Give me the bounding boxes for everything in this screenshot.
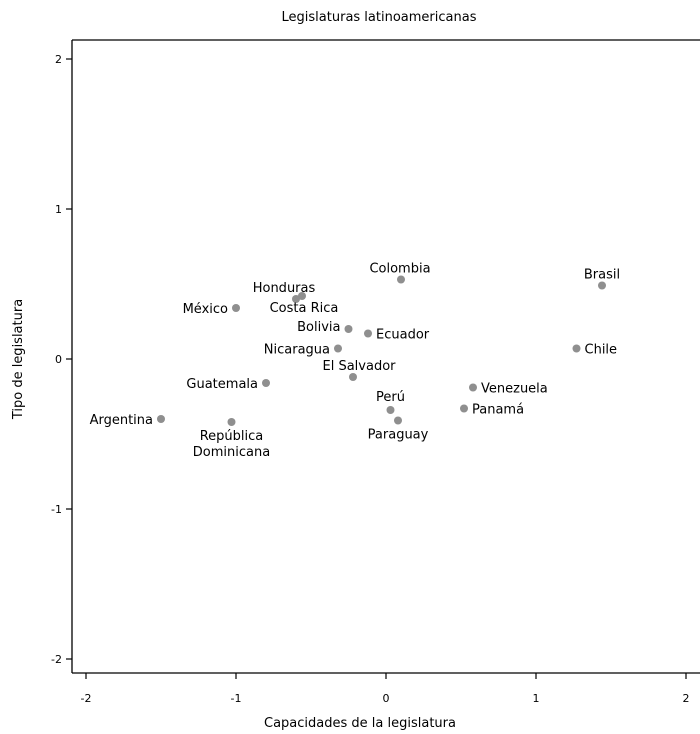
point-label: Ecuador [376,328,430,343]
point-label: Panamá [472,403,524,418]
data-point [349,373,357,381]
x-tick-label: -1 [231,692,242,705]
data-point [460,404,468,413]
x-tick-label: 1 [533,692,540,705]
point-label: El Salvador [323,359,397,374]
point-label: Colombia [369,262,430,277]
data-point [227,418,236,426]
data-point [298,292,306,300]
x-tick-label: -2 [81,692,92,705]
point-labels: Argentina República Dominicana México Guatem… [90,262,621,461]
point-label: Nicaragua [264,343,330,358]
data-point [262,379,270,387]
data-point [394,416,402,425]
x-tick-label: 2 [683,692,690,705]
data-point [469,383,477,392]
point-label: México [183,302,228,317]
y-tick-label: -2 [51,653,62,666]
point-label: Costa Rica [270,301,339,316]
data-point [344,325,353,333]
data-points [157,275,606,426]
chart-title: Legislaturas latinoamericanas [282,10,477,25]
point-label: Honduras [253,281,316,296]
data-point [334,344,342,353]
y-tick-label: 0 [55,353,62,366]
data-point [397,275,405,284]
point-label: República Dominicana [193,429,270,460]
point-label: Perú [376,390,405,405]
y-tick-label: -1 [51,503,62,516]
point-label: Chile [585,343,618,358]
y-tick-label: 1 [55,203,62,216]
point-label: Guatemala [186,377,258,392]
x-tick-label: 0 [383,692,390,705]
x-axis-title: Capacidades de la legislatura [264,716,456,731]
data-point [292,295,300,303]
data-point [386,406,395,414]
y-axis-title: Tipo de legislatura [11,299,26,420]
data-point [572,344,581,353]
y-tick-label: 2 [55,53,62,66]
data-point [364,329,372,338]
point-label: Paraguay [368,428,429,443]
data-point [157,415,165,423]
axis-ticks: -2 -1 0 1 2 -2 -1 0 1 2 [51,53,689,705]
data-point [598,281,606,290]
point-label: Venezuela [481,382,548,397]
data-point [232,304,240,312]
point-label: Bolivia [297,320,340,335]
point-label: Argentina [90,413,153,428]
point-label: Brasil [584,268,620,283]
